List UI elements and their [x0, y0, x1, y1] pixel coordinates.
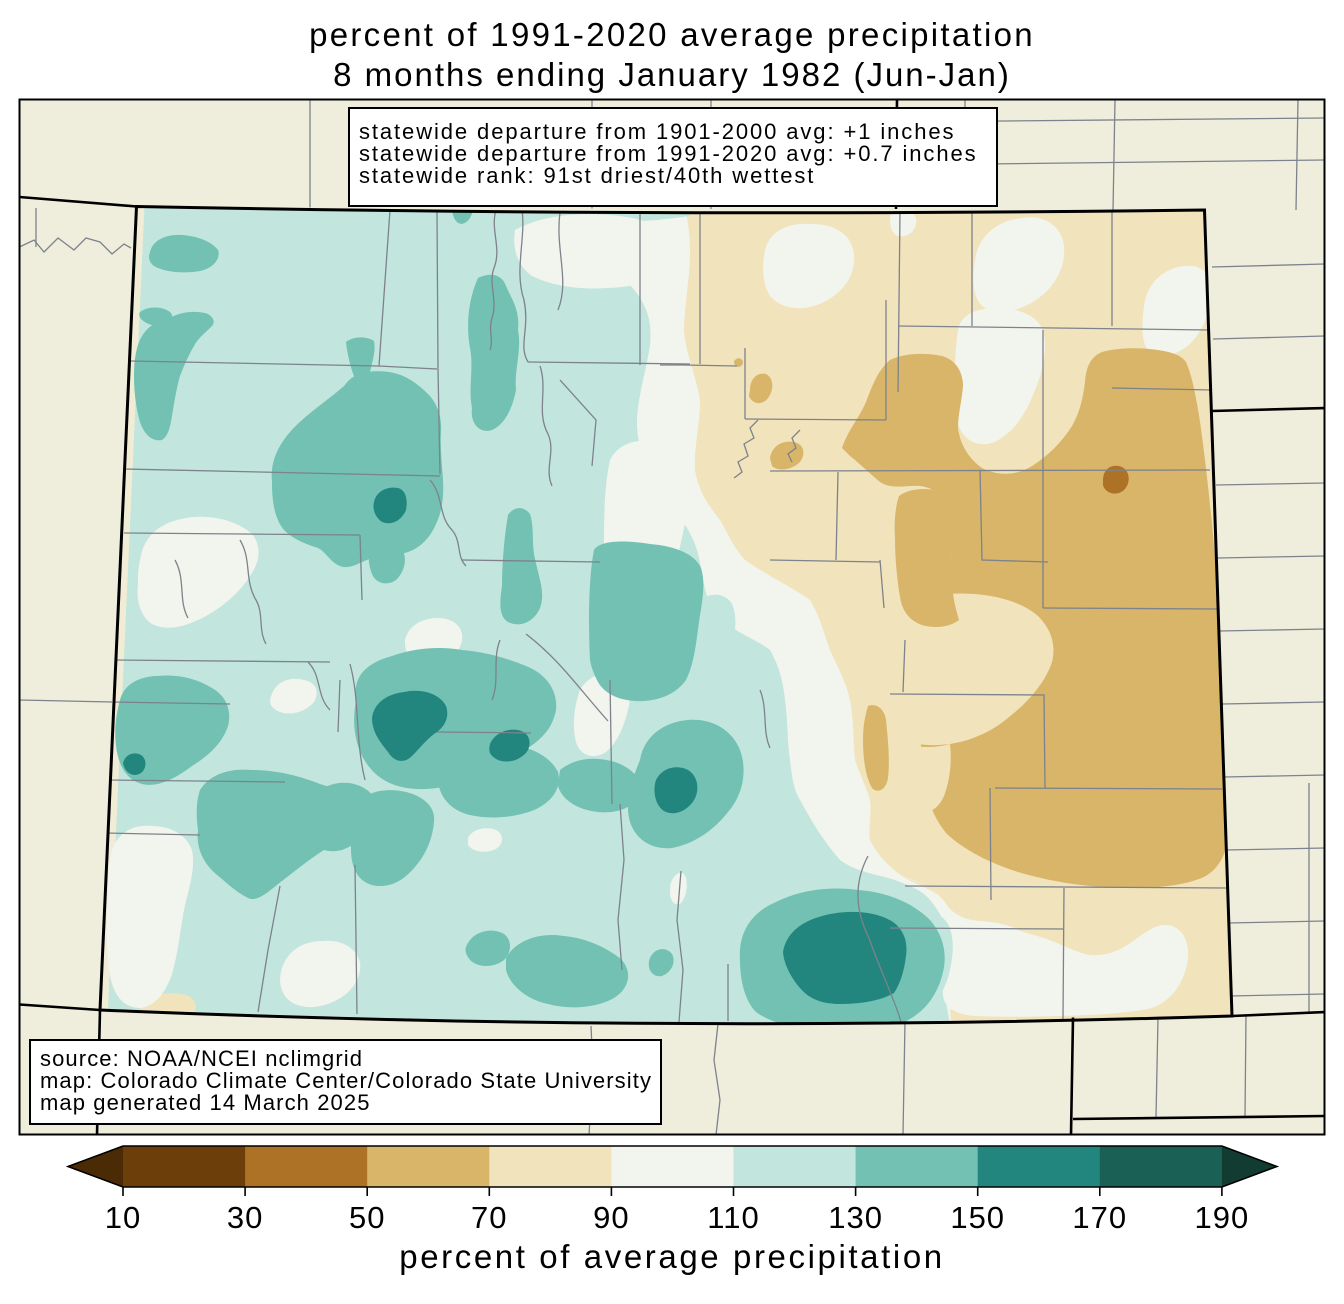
svg-text:statewide rank: 91st driest/40: statewide rank: 91st driest/40th wettest — [359, 163, 815, 188]
svg-text:30: 30 — [227, 1200, 263, 1235]
svg-text:statewide departure from 1901-: statewide departure from 1901-2000 avg: … — [359, 119, 955, 144]
svg-text:110: 110 — [707, 1200, 759, 1235]
svg-text:90: 90 — [593, 1200, 629, 1235]
svg-text:50: 50 — [349, 1200, 385, 1235]
svg-text:170: 170 — [1072, 1200, 1127, 1235]
svg-text:statewide departure from 1991-: statewide departure from 1991-2020 avg: … — [359, 141, 978, 166]
svg-text:190: 190 — [1195, 1200, 1250, 1235]
svg-text:percent of 1991-2020 average p: percent of 1991-2020 average precipitati… — [309, 16, 1035, 53]
svg-text:source: NOAA/NCEI nclimgrid: source: NOAA/NCEI nclimgrid — [40, 1046, 363, 1071]
svg-text:10: 10 — [105, 1200, 141, 1235]
svg-text:130: 130 — [828, 1200, 883, 1235]
svg-text:percent of average precipitati: percent of average precipitation — [399, 1238, 945, 1275]
svg-text:8 months ending January 1982 (: 8 months ending January 1982 (Jun-Jan) — [333, 56, 1011, 93]
svg-text:70: 70 — [471, 1200, 507, 1235]
svg-text:map generated 14 March 2025: map generated 14 March 2025 — [40, 1090, 371, 1115]
svg-text:150: 150 — [950, 1200, 1005, 1235]
svg-text:map: Colorado Climate Center/C: map: Colorado Climate Center/Colorado St… — [40, 1068, 652, 1093]
